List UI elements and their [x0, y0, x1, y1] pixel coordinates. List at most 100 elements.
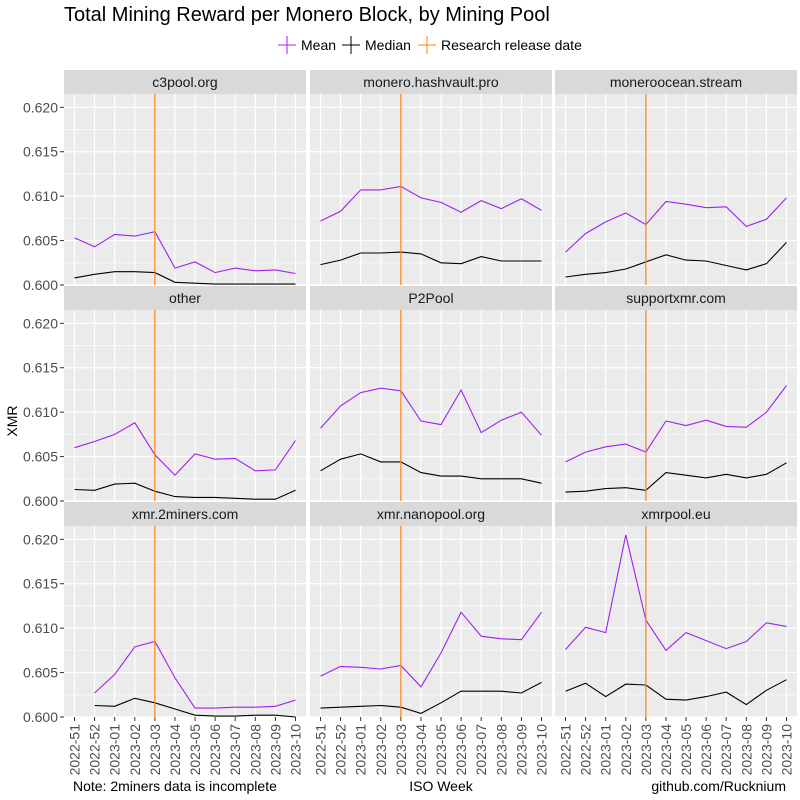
legend-label-median: Median — [365, 37, 411, 53]
facet-panel-p2pool: P2Pool — [310, 286, 552, 502]
x-tick-label: 2023-05 — [187, 724, 203, 776]
facet-panel-c3pool-org: c3pool.org 0.600 0.605 0.610 0.615 0.620 — [23, 70, 306, 293]
panel-background — [310, 310, 552, 501]
x-tick-label: 2023-10 — [534, 724, 550, 776]
y-tick-label: 0.600 — [23, 493, 58, 509]
legend-item-mean: Mean — [278, 36, 336, 54]
x-tick-label: 2023-10 — [779, 724, 795, 776]
y-axis-title: XMR — [4, 405, 20, 436]
median-line — [320, 453, 542, 484]
strip-background — [64, 286, 306, 310]
y-tick-label: 0.615 — [23, 144, 58, 160]
x-axis-title: ISO Week — [409, 778, 474, 794]
x-tick-label: 2023-08 — [738, 724, 754, 776]
strip-background — [555, 502, 797, 526]
x-tick-label: 2023-06 — [698, 724, 714, 776]
y-tick-label: 0.610 — [23, 620, 58, 636]
legend: Mean Median Research release date — [278, 36, 582, 54]
strip-label: xmrpool.eu — [641, 506, 710, 522]
x-tick-label: 2023-01 — [598, 724, 614, 776]
x-tick-label: 2023-03 — [147, 724, 163, 776]
mean-line — [94, 640, 296, 709]
x-tick-label: 2023-02 — [618, 724, 634, 776]
x-tick-label: 2023-09 — [267, 724, 283, 776]
x-tick-label: 2023-01 — [107, 724, 123, 776]
y-tick-label: 0.615 — [23, 360, 58, 376]
strip-label: P2Pool — [408, 290, 453, 306]
y-tick-label: 0.620 — [23, 315, 58, 331]
x-tick-label: 2023-03 — [638, 724, 654, 776]
x-tick-label: 2022-51 — [67, 724, 83, 776]
strip-label: other — [169, 290, 201, 306]
x-tick-label: 2023-04 — [413, 724, 429, 776]
median-line — [320, 251, 542, 266]
strip-label: xmr.2miners.com — [132, 506, 239, 522]
x-tick-label: 2023-02 — [373, 724, 389, 776]
strip-background — [555, 286, 797, 310]
x-tick-label: 2023-06 — [453, 724, 469, 776]
facet-panels: c3pool.org 0.600 0.605 0.610 0.615 0.620 moner… — [23, 70, 797, 775]
strip-label: monero.hashvault.pro — [363, 74, 499, 90]
x-tick-label: 2023-01 — [353, 724, 369, 776]
y-tick-label: 0.600 — [23, 709, 58, 725]
panel-background — [64, 310, 306, 501]
mean-line — [320, 387, 542, 436]
x-tick-label: 2023-07 — [227, 724, 243, 776]
x-tick-label: 2023-07 — [718, 724, 734, 776]
x-tick-label: 2023-06 — [207, 724, 223, 776]
x-tick-label: 2023-04 — [658, 724, 674, 776]
facet-panel-xmr-2miners-com: xmr.2miners.com 0.600 0.605 0.610 0.615 0.620… — [23, 502, 306, 775]
median-line — [565, 462, 787, 493]
panel-background — [64, 526, 306, 717]
median-line — [565, 242, 787, 278]
strip-background — [64, 502, 306, 526]
x-tick-label: 2023-02 — [127, 724, 143, 776]
x-tick-label: 2023-09 — [513, 724, 529, 776]
facet-panel-monero-hashvault-pro: monero.hashvault.pro — [310, 70, 552, 286]
legend-label-release: Research release date — [441, 37, 582, 53]
y-tick-label: 0.605 — [23, 449, 58, 465]
y-tick-label: 0.610 — [23, 188, 58, 204]
legend-item-median: Median — [342, 36, 411, 54]
x-tick-label: 2023-08 — [247, 724, 263, 776]
y-tick-label: 0.615 — [23, 576, 58, 592]
x-tick-label: 2023-03 — [393, 724, 409, 776]
caption-note: Note: 2miners data is incomplete — [73, 778, 277, 794]
mean-line — [74, 422, 296, 476]
legend-label-mean: Mean — [301, 37, 336, 53]
x-tick-label: 2023-10 — [288, 724, 304, 776]
mean-line — [565, 385, 787, 463]
panel-background — [64, 94, 306, 285]
median-line — [565, 679, 787, 706]
facet-panel-supportxmr-com: supportxmr.com — [555, 286, 797, 502]
y-tick-label: 0.605 — [23, 233, 58, 249]
facet-panel-moneroocean-stream: moneroocean.stream — [555, 70, 797, 286]
y-tick-label: 0.610 — [23, 404, 58, 420]
strip-label: supportxmr.com — [626, 290, 726, 306]
x-tick-label: 2022-52 — [578, 724, 594, 776]
x-tick-label: 2022-52 — [87, 724, 103, 776]
chart-title: Total Mining Reward per Monero Block, by… — [64, 4, 550, 26]
x-tick-label: 2022-52 — [333, 724, 349, 776]
x-tick-label: 2023-09 — [758, 724, 774, 776]
median-line — [74, 482, 296, 500]
y-tick-label: 0.620 — [23, 99, 58, 115]
median-line — [94, 697, 296, 718]
x-tick-label: 2023-04 — [167, 724, 183, 776]
median-line — [74, 271, 296, 285]
x-tick-label: 2022-51 — [558, 724, 574, 776]
median-line — [320, 681, 542, 714]
legend-item-release: Research release date — [418, 36, 582, 54]
mean-line — [565, 534, 787, 652]
mean-line — [320, 611, 542, 688]
mean-line — [320, 185, 542, 222]
strip-label: moneroocean.stream — [610, 74, 742, 90]
x-tick-label: 2023-05 — [678, 724, 694, 776]
x-tick-label: 2023-05 — [433, 724, 449, 776]
mean-line — [74, 231, 296, 275]
strip-background — [310, 286, 552, 310]
strip-label: c3pool.org — [152, 74, 217, 90]
